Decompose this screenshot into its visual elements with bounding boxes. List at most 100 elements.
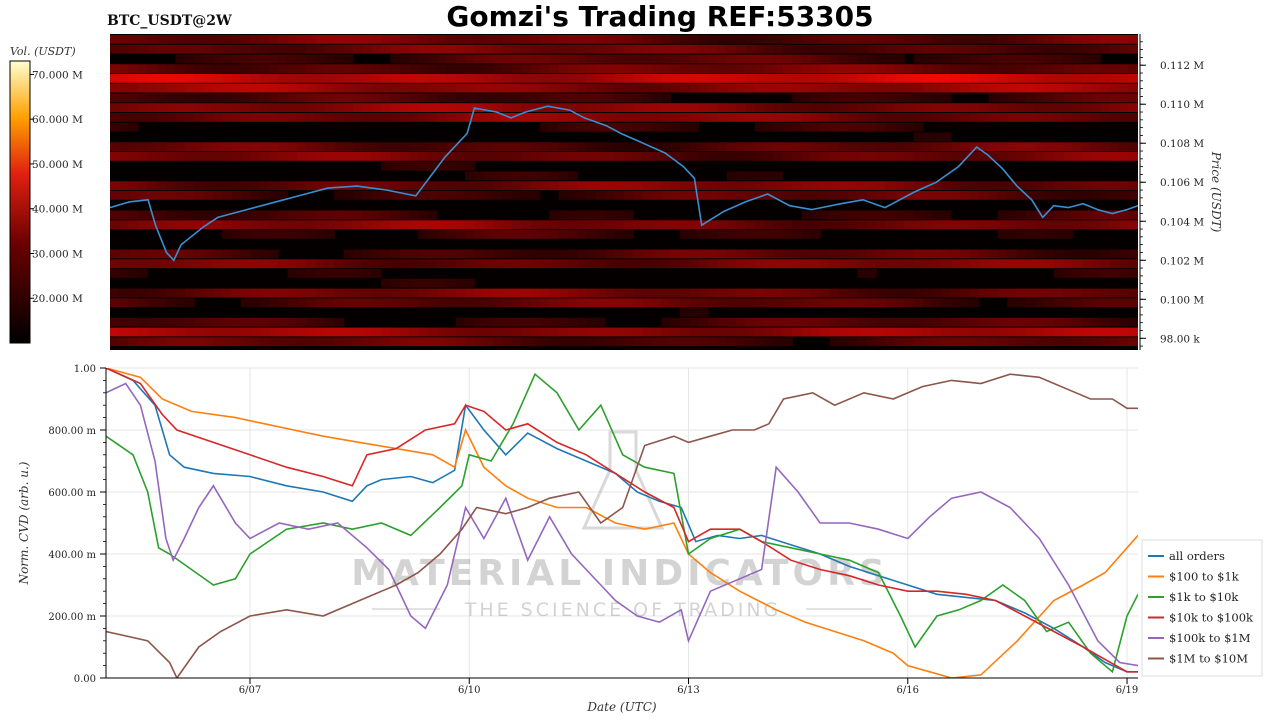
- heatmap-cell: [222, 288, 232, 298]
- heatmap-cell: [138, 83, 148, 93]
- heatmap-cell: [362, 210, 373, 220]
- heatmap-cell: [474, 83, 485, 93]
- heatmap-cell: [904, 142, 915, 152]
- heatmap-cell: [455, 83, 466, 93]
- heatmap-cell: [147, 249, 158, 259]
- heatmap-cell: [820, 83, 831, 93]
- heatmap-cell: [138, 113, 148, 122]
- heatmap-cell: [736, 171, 746, 181]
- heatmap-cell: [222, 35, 232, 44]
- heatmap-cell: [764, 74, 775, 83]
- heatmap-cell: [605, 337, 616, 347]
- heatmap-cell: [726, 103, 737, 112]
- heatmap-cell: [624, 142, 634, 152]
- heatmap-cell: [913, 288, 924, 298]
- heatmap-cell: [810, 83, 821, 93]
- cvd-series-10k-to-100k: [106, 368, 1138, 673]
- heatmap-cell: [736, 181, 746, 191]
- heatmap-cell: [614, 44, 625, 54]
- heatmap-cell: [240, 288, 251, 298]
- heatmap-cell: [474, 298, 485, 308]
- heatmap-cell: [708, 54, 718, 64]
- heatmap-cell: [586, 142, 597, 152]
- heatmap-cell: [764, 337, 775, 347]
- heatmap-cell: [138, 64, 148, 73]
- heatmap-cell: [521, 230, 532, 239]
- heatmap-cell: [128, 317, 139, 327]
- heatmap-cell: [848, 191, 859, 200]
- heatmap-cell: [876, 220, 887, 230]
- heatmap-cell: [988, 113, 999, 122]
- heatmap-cell: [1110, 74, 1120, 83]
- heatmap-cell: [932, 337, 943, 347]
- heatmap-cell: [278, 230, 289, 239]
- heatmap-cell: [493, 171, 504, 181]
- heatmap-cell: [474, 142, 485, 152]
- heatmap-cell: [184, 44, 195, 54]
- heatmap-cell: [409, 259, 419, 269]
- heatmap-cell: [240, 259, 251, 269]
- heatmap-cell: [876, 74, 887, 83]
- heatmap-cell: [745, 337, 756, 347]
- heatmap-cell: [810, 210, 821, 220]
- heatmap-cell: [250, 113, 261, 122]
- heatmap-cell: [203, 44, 214, 54]
- heatmap-cell: [1072, 298, 1083, 308]
- colorbar-gradient: [9, 60, 31, 344]
- heatmap-cell: [324, 64, 335, 73]
- heatmap-cell: [661, 122, 672, 132]
- heatmap-cell: [437, 83, 447, 93]
- heatmap-cell: [278, 317, 289, 327]
- heatmap-cell: [194, 113, 204, 122]
- heatmap-cell: [782, 337, 793, 347]
- heatmap-cell: [166, 93, 176, 103]
- heatmap-cell: [362, 191, 373, 200]
- heatmap-cell: [296, 181, 307, 191]
- heatmap-cell: [427, 64, 438, 73]
- heatmap-cell: [979, 103, 989, 112]
- heatmap-cell: [1025, 142, 1036, 152]
- heatmap-cell: [624, 181, 634, 191]
- heatmap-cell: [586, 103, 597, 112]
- heatmap-cell: [689, 44, 700, 54]
- heatmap-cell: [184, 181, 195, 191]
- heatmap-cell: [390, 210, 401, 220]
- heatmap-cell: [979, 152, 989, 161]
- heatmap-cell: [315, 93, 326, 103]
- heatmap-cell: [399, 181, 410, 191]
- heatmap-cell: [184, 74, 195, 83]
- heatmap-cell: [119, 269, 130, 278]
- heatmap-cell: [652, 54, 662, 64]
- heatmap-cell: [680, 35, 690, 44]
- heatmap-cell: [1025, 337, 1036, 347]
- heatmap-cell: [175, 74, 186, 83]
- heatmap-cell: [156, 337, 167, 347]
- heatmap-cell: [493, 191, 504, 200]
- heatmap-cell: [287, 44, 298, 54]
- heatmap-cell: [1016, 220, 1027, 230]
- heatmap-cell: [698, 308, 709, 317]
- heatmap-cell: [539, 181, 550, 191]
- heatmap-cell: [792, 191, 803, 200]
- heatmap-cell: [1081, 181, 1092, 191]
- heatmap-cell: [175, 259, 186, 269]
- heatmap-cell: [567, 191, 578, 200]
- heatmap-cell: [465, 278, 475, 288]
- heatmap-cell: [315, 181, 326, 191]
- heatmap-cell: [110, 113, 120, 122]
- heatmap-cell: [782, 74, 793, 83]
- heatmap-cell: [558, 142, 569, 152]
- heatmap-cell: [1044, 259, 1055, 269]
- heatmap-cell: [521, 64, 532, 73]
- heatmap-cell: [661, 54, 672, 64]
- heatmap-cell: [726, 74, 737, 83]
- heatmap-cell: [997, 259, 1008, 269]
- heatmap-cell: [932, 64, 943, 73]
- heatmap-cell: [792, 298, 803, 308]
- heatmap-cell: [614, 35, 625, 44]
- heatmap-cell: [474, 230, 485, 239]
- heatmap-cell: [895, 249, 905, 259]
- heatmap-cell: [362, 181, 373, 191]
- heatmap-cell: [446, 54, 457, 64]
- heatmap-cell: [969, 288, 980, 298]
